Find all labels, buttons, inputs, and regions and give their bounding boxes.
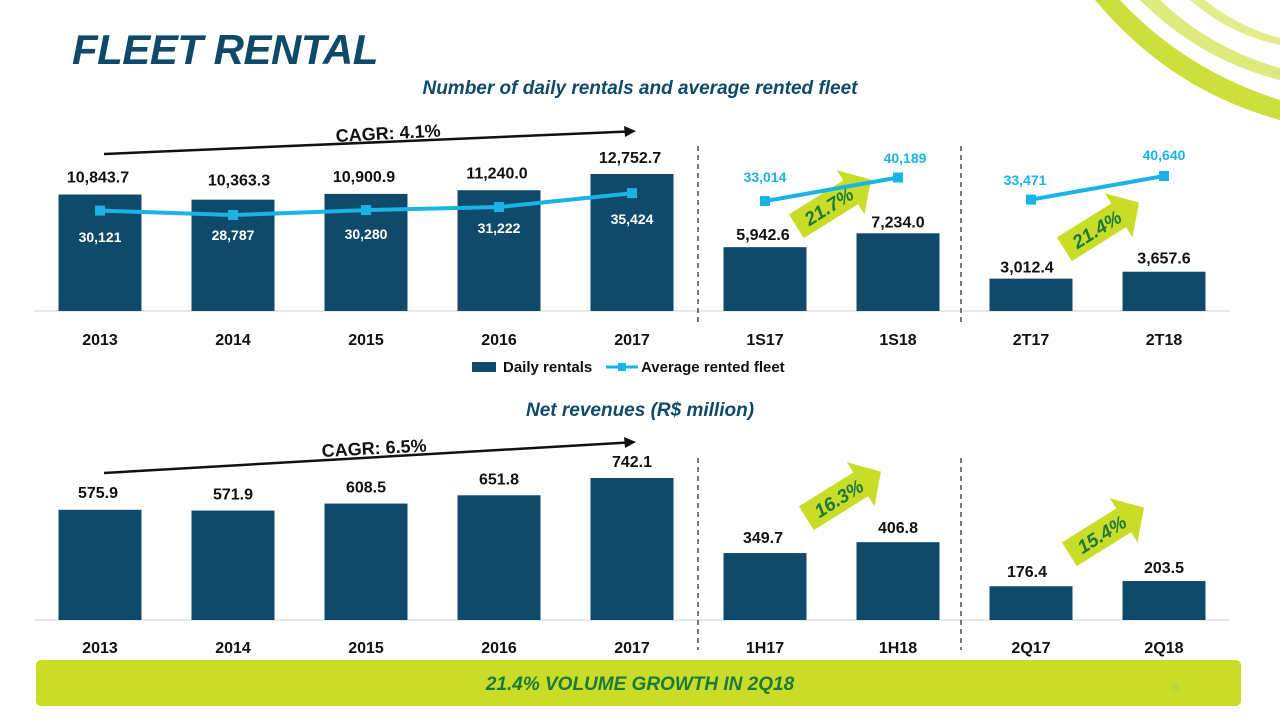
fleet-marker — [760, 196, 770, 207]
category-label: 1S17 — [746, 332, 783, 349]
legend: Daily rentals Average rented fleet — [472, 359, 785, 376]
footer-banner — [36, 660, 1241, 706]
fleet-marker — [361, 205, 371, 216]
page-number: 8 — [1172, 680, 1180, 695]
growth-arrow-shape — [1061, 498, 1145, 567]
fleet-line-segment — [1030, 174, 1165, 202]
fleet-value-label: 35,424 — [611, 211, 654, 227]
fleet-value-label: 31,222 — [478, 220, 521, 236]
corner-decoration — [1095, 0, 1280, 120]
category-label: 2015 — [348, 332, 384, 349]
category-label: 2013 — [82, 332, 118, 349]
bar — [1122, 271, 1206, 311]
fleet-value-label: 30,121 — [79, 229, 122, 245]
bar-value-label: 10,363.3 — [208, 173, 270, 190]
growth-arrow: 15.4% — [1061, 498, 1145, 567]
bar-value-label: 10,900.9 — [333, 169, 395, 186]
category-label: 2014 — [215, 332, 251, 349]
corner-swoosh — [1190, 0, 1280, 45]
bar-value-label: 5,942.6 — [736, 227, 789, 244]
legend-swatch-fleet-marker — [618, 363, 626, 371]
legend-swatch-daily-rentals — [472, 362, 496, 372]
fleet-marker — [1026, 194, 1036, 205]
growth-arrow-shape — [1056, 193, 1140, 262]
cagr-label: CAGR: 4.1% — [335, 121, 441, 146]
category-label: 2Q17 — [1011, 640, 1050, 657]
fleet-marker — [228, 210, 238, 220]
fleet-value-label: 30,280 — [345, 226, 388, 242]
bar-value-label: 651.8 — [479, 471, 519, 488]
bar — [1122, 581, 1206, 620]
category-label: 2Q18 — [1144, 640, 1183, 657]
category-label: 1H17 — [746, 640, 784, 657]
bar-value-label: 12,752.7 — [599, 150, 661, 167]
category-label: 2015 — [348, 640, 384, 657]
fleet-value-label: 40,640 — [1143, 147, 1186, 163]
category-label: 2017 — [614, 332, 650, 349]
fleet-marker — [627, 188, 637, 199]
category-label: 2014 — [215, 640, 251, 657]
category-label: 1H18 — [879, 640, 917, 657]
cagr-label: CAGR: 6.5% — [321, 436, 427, 461]
growth-arrow-shape — [798, 462, 882, 531]
category-label: 2T18 — [1146, 332, 1183, 349]
bar-value-label: 608.5 — [346, 480, 386, 497]
bar-value-label: 7,234.0 — [871, 214, 924, 231]
category-label: 2013 — [82, 640, 118, 657]
cagr-arrow-head — [624, 437, 636, 448]
legend-label: Daily rentals — [503, 359, 592, 376]
bar — [723, 553, 807, 620]
fleet-value-label: 33,014 — [744, 169, 787, 185]
category-label: 2016 — [481, 332, 517, 349]
fleet-value-label: 33,471 — [1004, 172, 1047, 188]
bar — [989, 586, 1073, 620]
fleet-marker — [893, 172, 903, 183]
bar-value-label: 571.9 — [213, 487, 253, 504]
category-label: 2T17 — [1013, 332, 1050, 349]
cagr-arrow-head — [624, 126, 636, 137]
bar — [590, 478, 674, 620]
bar-value-label: 406.8 — [878, 520, 918, 537]
fleet-line-segment — [764, 175, 899, 204]
bar-value-label: 176.4 — [1007, 564, 1047, 581]
bar-value-label: 349.7 — [743, 530, 783, 547]
bar — [457, 495, 541, 620]
bar — [58, 509, 142, 620]
bar — [723, 247, 807, 311]
bar-value-label: 575.9 — [78, 485, 118, 502]
legend-label: Average rented fleet — [641, 359, 785, 376]
cagr-arrow — [103, 130, 629, 156]
fleet-value-label: 40,189 — [884, 150, 927, 166]
bar-value-label: 203.5 — [1144, 560, 1184, 577]
bar-value-label: 10,843.7 — [67, 170, 129, 187]
chart-2: Net revenues (R$ million) 575.9 571.9 608.5… — [34, 400, 1230, 657]
category-label: 1S18 — [879, 332, 916, 349]
bar-value-label: 3,012.4 — [1000, 260, 1053, 277]
bar — [989, 278, 1073, 311]
page-title: FLEET RENTAL — [72, 26, 378, 73]
chart-title: Net revenues (R$ million) — [526, 400, 754, 421]
category-label: 2016 — [481, 640, 517, 657]
chart-title: Number of daily rentals and average rent… — [422, 78, 858, 99]
fleet-marker — [494, 201, 504, 212]
fleet-marker — [1159, 171, 1169, 181]
corner-swoosh — [1140, 0, 1280, 80]
bar-value-label: 742.1 — [612, 454, 652, 471]
chart-1: Number of daily rentals and average rent… — [34, 78, 1230, 376]
bar — [856, 542, 940, 620]
fleet-marker — [95, 205, 105, 216]
bar-value-label: 3,657.6 — [1137, 251, 1190, 268]
bar — [324, 503, 408, 620]
footer-banner-text: 21.4% VOLUME GROWTH IN 2Q18 — [485, 674, 795, 695]
bar-value-label: 11,240.0 — [466, 165, 528, 182]
bar — [856, 233, 940, 311]
bar — [191, 510, 275, 620]
fleet-value-label: 28,787 — [212, 227, 255, 243]
corner-swoosh — [1095, 0, 1280, 120]
category-label: 2017 — [614, 640, 650, 657]
cagr-arrow — [103, 441, 629, 475]
